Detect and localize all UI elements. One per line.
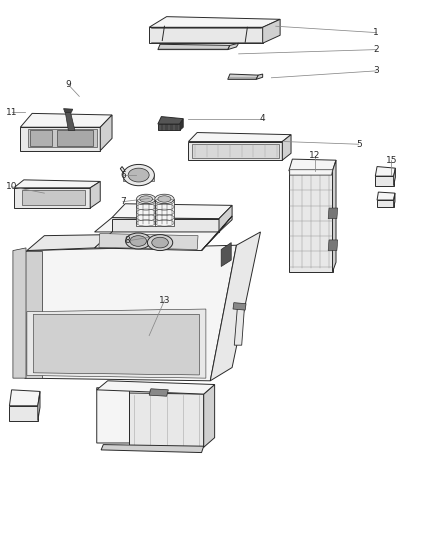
- Polygon shape: [25, 245, 237, 381]
- Polygon shape: [97, 387, 130, 443]
- Text: 15: 15: [386, 156, 397, 165]
- Text: 2: 2: [373, 45, 379, 54]
- Polygon shape: [112, 204, 232, 219]
- Polygon shape: [155, 199, 174, 225]
- Polygon shape: [90, 181, 100, 208]
- Text: 5: 5: [356, 140, 362, 149]
- Polygon shape: [377, 200, 394, 207]
- Polygon shape: [95, 232, 219, 251]
- Polygon shape: [95, 217, 219, 232]
- Polygon shape: [233, 303, 246, 310]
- Polygon shape: [263, 19, 280, 43]
- Polygon shape: [100, 115, 112, 151]
- Polygon shape: [14, 180, 100, 188]
- Polygon shape: [65, 112, 75, 131]
- Polygon shape: [394, 193, 395, 207]
- Polygon shape: [375, 176, 394, 185]
- Polygon shape: [328, 240, 338, 251]
- Polygon shape: [20, 127, 100, 151]
- Polygon shape: [28, 130, 97, 148]
- Polygon shape: [289, 159, 336, 171]
- Polygon shape: [234, 308, 244, 345]
- Polygon shape: [101, 445, 204, 453]
- Polygon shape: [21, 190, 85, 205]
- Polygon shape: [188, 142, 283, 160]
- Text: 7: 7: [120, 197, 126, 206]
- Ellipse shape: [126, 233, 151, 249]
- Text: 3: 3: [373, 67, 379, 75]
- Polygon shape: [30, 131, 52, 147]
- Ellipse shape: [137, 194, 155, 204]
- Polygon shape: [188, 133, 291, 142]
- Polygon shape: [149, 27, 263, 43]
- Polygon shape: [210, 232, 261, 381]
- Polygon shape: [97, 381, 215, 394]
- Polygon shape: [120, 166, 125, 172]
- Polygon shape: [332, 160, 336, 272]
- Ellipse shape: [155, 194, 174, 204]
- Polygon shape: [123, 175, 154, 181]
- Text: 1: 1: [373, 28, 379, 37]
- Polygon shape: [158, 124, 180, 131]
- Polygon shape: [192, 144, 279, 158]
- Polygon shape: [112, 219, 219, 232]
- Polygon shape: [27, 309, 206, 378]
- Polygon shape: [201, 216, 232, 251]
- Polygon shape: [158, 117, 183, 124]
- Polygon shape: [180, 119, 183, 131]
- Ellipse shape: [130, 236, 147, 246]
- Polygon shape: [137, 199, 155, 225]
- Ellipse shape: [148, 235, 173, 251]
- Polygon shape: [149, 389, 168, 396]
- Ellipse shape: [128, 168, 149, 182]
- Text: 13: 13: [159, 296, 170, 305]
- Text: 6: 6: [120, 171, 126, 180]
- Polygon shape: [375, 166, 396, 176]
- Polygon shape: [283, 135, 291, 160]
- Polygon shape: [130, 393, 204, 447]
- Polygon shape: [27, 235, 112, 251]
- Ellipse shape: [152, 237, 168, 248]
- Polygon shape: [377, 192, 395, 200]
- Polygon shape: [219, 205, 232, 232]
- Polygon shape: [20, 114, 112, 127]
- Polygon shape: [394, 168, 396, 185]
- Polygon shape: [149, 17, 280, 27]
- Text: 8: 8: [124, 237, 130, 246]
- Polygon shape: [64, 109, 73, 112]
- Polygon shape: [10, 390, 40, 406]
- Text: 12: 12: [309, 151, 321, 160]
- Polygon shape: [13, 248, 26, 378]
- Text: 4: 4: [260, 114, 265, 123]
- Polygon shape: [99, 233, 198, 249]
- Ellipse shape: [158, 196, 171, 202]
- Polygon shape: [221, 243, 231, 266]
- Polygon shape: [328, 208, 338, 219]
- Ellipse shape: [123, 165, 154, 185]
- Polygon shape: [14, 188, 90, 208]
- Text: 11: 11: [6, 108, 18, 117]
- Text: 10: 10: [6, 182, 18, 191]
- Polygon shape: [256, 74, 263, 79]
- Ellipse shape: [140, 196, 152, 202]
- Polygon shape: [10, 406, 38, 421]
- Polygon shape: [33, 314, 199, 375]
- Polygon shape: [290, 169, 332, 175]
- Polygon shape: [289, 171, 332, 272]
- Text: 9: 9: [66, 80, 71, 89]
- Polygon shape: [158, 44, 230, 50]
- Polygon shape: [25, 251, 42, 378]
- Polygon shape: [228, 74, 258, 79]
- Polygon shape: [38, 391, 40, 421]
- Polygon shape: [204, 384, 215, 447]
- Polygon shape: [57, 131, 93, 147]
- Polygon shape: [228, 43, 239, 50]
